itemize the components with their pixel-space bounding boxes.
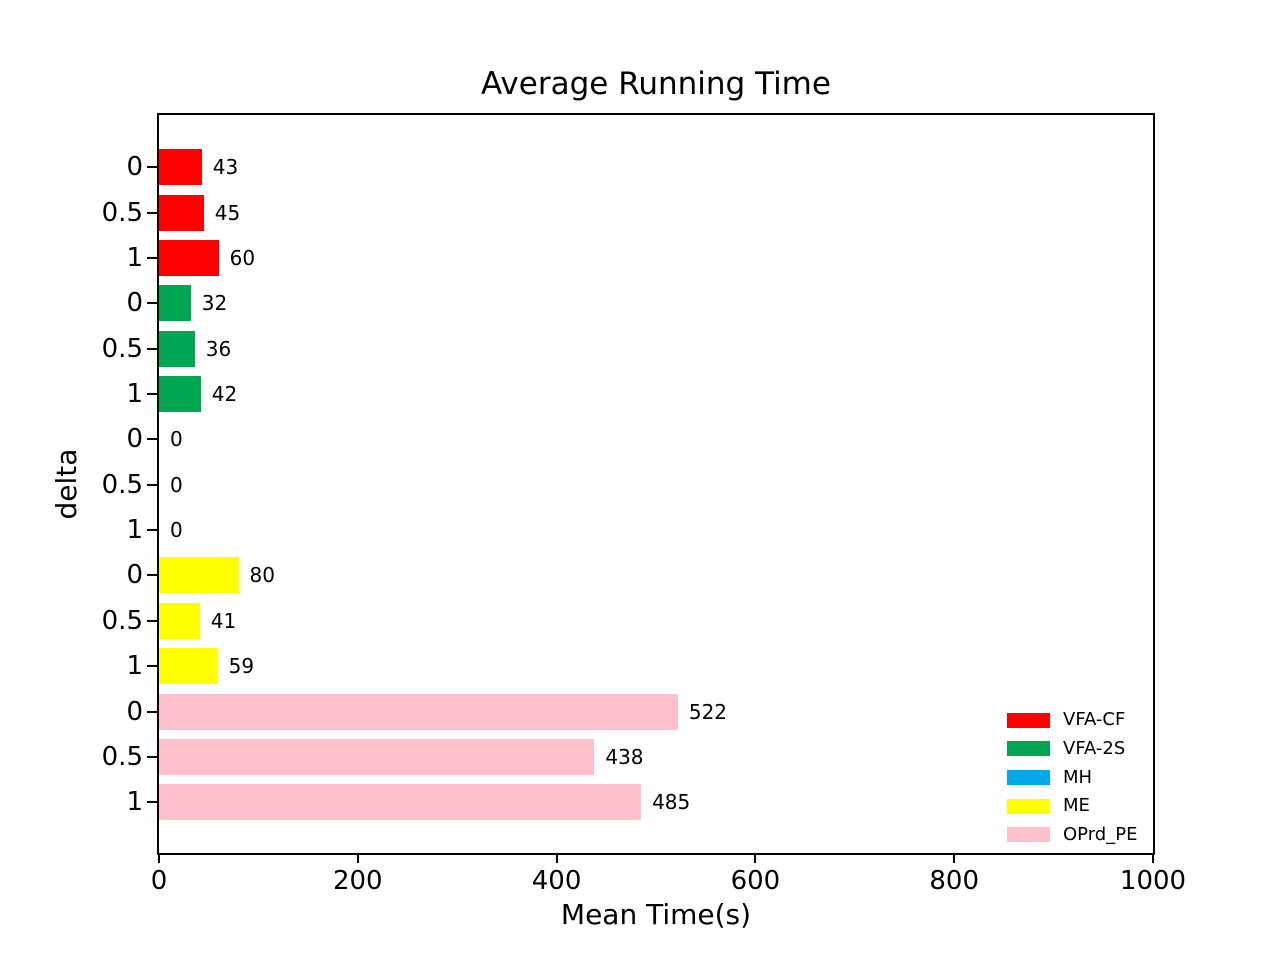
legend-label: VFA-CF xyxy=(1063,709,1126,731)
y-tick-label: 1 xyxy=(126,379,143,409)
legend-label: OPrd_PE xyxy=(1063,823,1138,845)
bar-value-label: 32 xyxy=(201,291,228,316)
y-tick-label: 1 xyxy=(126,515,143,546)
y-tick-label: 0 xyxy=(126,696,143,727)
y-tick-mark xyxy=(147,211,157,214)
y-tick-mark xyxy=(147,483,157,486)
legend-label: ME xyxy=(1063,795,1090,817)
bar xyxy=(159,149,202,186)
bar xyxy=(159,648,218,685)
x-tick-mark xyxy=(158,855,160,863)
y-tick-mark xyxy=(147,801,157,804)
y-axis-label: delta xyxy=(50,448,83,520)
legend: VFA-CF VFA-2S MH ME OPrd_PE xyxy=(1007,706,1137,849)
bar xyxy=(159,557,239,594)
bar-value-label: 36 xyxy=(205,336,232,361)
y-tick-mark xyxy=(147,347,157,350)
bar xyxy=(159,602,200,639)
bar-value-label: 45 xyxy=(214,200,241,225)
bar xyxy=(159,330,195,367)
x-tick-mark xyxy=(555,855,558,863)
x-tick-label: 800 xyxy=(929,866,979,896)
bar xyxy=(159,285,191,322)
bar-value-label: 0 xyxy=(170,518,183,543)
y-tick-mark xyxy=(147,710,157,713)
bar xyxy=(159,194,204,231)
bar-value-label: 522 xyxy=(688,699,728,724)
x-tick-label: 1000 xyxy=(1119,866,1187,896)
x-tick-mark xyxy=(1152,855,1154,863)
legend-swatch xyxy=(1007,712,1050,728)
y-tick-label: 0.5 xyxy=(101,605,143,636)
bar-value-label: 42 xyxy=(211,382,238,406)
x-tick-mark xyxy=(356,855,359,863)
y-tick-mark xyxy=(147,619,157,622)
x-tick-mark xyxy=(953,855,956,863)
legend-item: MH xyxy=(1007,763,1137,792)
y-tick-label: 0 xyxy=(126,288,143,319)
y-tick-mark xyxy=(147,166,157,169)
legend-swatch xyxy=(1007,770,1050,786)
bar-value-label: 0 xyxy=(170,427,183,452)
y-tick-label: 1 xyxy=(126,242,143,273)
y-tick-label: 0 xyxy=(126,152,143,183)
x-tick-label: 200 xyxy=(332,866,383,896)
legend-swatch xyxy=(1007,798,1050,814)
bar xyxy=(159,693,678,730)
y-tick-mark xyxy=(147,393,157,395)
legend-swatch xyxy=(1007,741,1050,757)
y-tick-mark xyxy=(147,302,157,305)
legend-item: OPrd_PE xyxy=(1007,821,1137,850)
x-tick-label: 400 xyxy=(531,866,582,896)
bar-value-label: 485 xyxy=(652,790,691,815)
y-tick-mark xyxy=(147,665,157,668)
x-tick-label: 600 xyxy=(730,866,781,896)
y-tick-mark xyxy=(147,529,157,532)
legend-label: MH xyxy=(1063,766,1093,788)
y-tick-label: 0 xyxy=(126,424,143,455)
y-tick-mark xyxy=(147,438,157,441)
bar-value-label: 0 xyxy=(170,472,183,497)
y-tick-label: 0.5 xyxy=(101,333,143,364)
legend-swatch xyxy=(1007,827,1050,843)
y-tick-label: 0 xyxy=(126,560,143,591)
bar-value-label: 438 xyxy=(605,744,644,769)
y-tick-label: 0.5 xyxy=(101,197,143,228)
y-tick-mark xyxy=(147,755,157,758)
bar xyxy=(159,784,642,821)
bar xyxy=(159,239,219,276)
bar xyxy=(159,738,595,775)
y-tick-label: 1 xyxy=(126,787,143,818)
bar-value-label: 59 xyxy=(228,654,255,679)
bar-value-label: 41 xyxy=(210,608,237,633)
bar-value-label: 80 xyxy=(249,563,275,588)
bar-value-label: 43 xyxy=(212,155,239,180)
y-tick-label: 0.5 xyxy=(101,469,143,500)
legend-item: ME xyxy=(1007,792,1137,821)
legend-item: VFA-2S xyxy=(1007,735,1137,764)
legend-label: VFA-2S xyxy=(1063,737,1126,759)
x-tick-mark xyxy=(754,855,757,863)
bar xyxy=(159,376,201,412)
y-tick-mark xyxy=(147,574,157,577)
y-tick-label: 0.5 xyxy=(101,741,143,772)
legend-item: VFA-CF xyxy=(1007,706,1137,735)
y-tick-label: 1 xyxy=(126,651,143,682)
x-tick-label: 0 xyxy=(150,866,168,896)
y-tick-mark xyxy=(147,256,157,259)
bar-value-label: 60 xyxy=(229,245,256,270)
x-axis-label: Mean Time(s) xyxy=(560,898,752,931)
chart-title: Average Running Time xyxy=(481,66,831,102)
plot-area: 43 0 45 0.5 60 1 32 0 36 0.5 42 1 0 0 0 0.5 0 1 80 0 41 0.5 59… xyxy=(102,113,1186,895)
